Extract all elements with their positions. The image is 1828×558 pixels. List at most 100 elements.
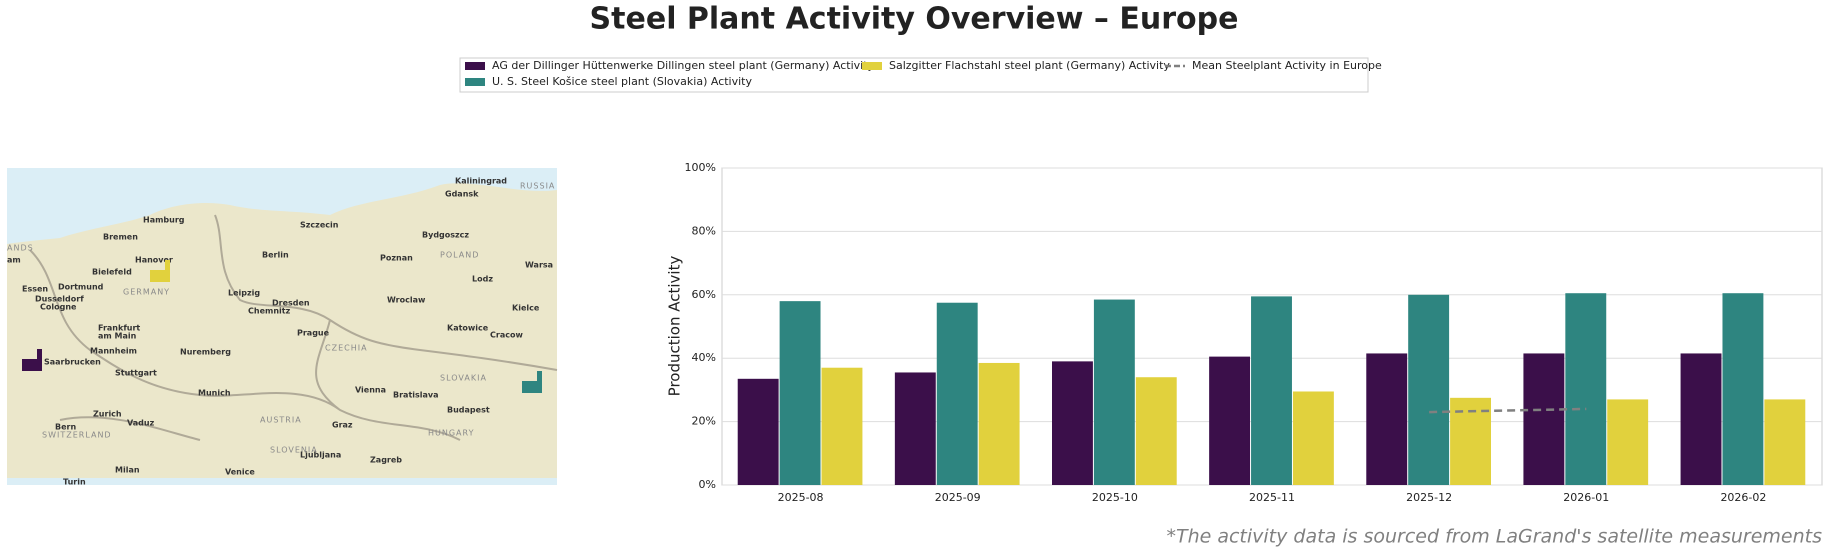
map-label: Stuttgart: [115, 369, 157, 378]
map-label: RUSSIA: [520, 182, 555, 191]
map-label: Kielce: [512, 304, 540, 313]
map-label: Cologne: [40, 303, 77, 312]
legend-box: [459, 57, 1369, 93]
map-label: Hanover: [135, 256, 173, 265]
bar: [1764, 399, 1806, 485]
legend-swatch: [465, 62, 485, 70]
y-tick-label: 100%: [685, 161, 716, 174]
map-sea: [7, 478, 557, 485]
map-label: Mannheim: [90, 347, 137, 356]
bar: [1722, 293, 1764, 485]
map-label: Berlin: [262, 251, 289, 260]
map-label: Munich: [198, 389, 231, 398]
bar: [1209, 356, 1251, 485]
bar: [737, 378, 779, 485]
map-label: Dortmund: [58, 283, 104, 292]
map-label: Lodz: [472, 275, 493, 284]
map-label: Essen: [22, 285, 48, 294]
legend-label: Mean Steelplant Activity in Europe: [1192, 59, 1382, 72]
x-tick-label: 2025-11: [1249, 491, 1295, 504]
map-label: Vaduz: [127, 419, 155, 428]
x-tick-label: 2025-08: [778, 491, 824, 504]
bar: [894, 372, 936, 485]
map-label: Prague: [297, 329, 330, 338]
legend-label: Salzgitter Flachstahl steel plant (Germa…: [889, 59, 1170, 72]
map-label: SLOVAKIA: [440, 374, 487, 383]
map-label: CZECHIA: [325, 344, 368, 353]
x-tick-label: 2026-02: [1720, 491, 1766, 504]
map-label: Turin: [63, 478, 86, 487]
x-tick-label: 2025-12: [1406, 491, 1452, 504]
map-label: Budapest: [447, 406, 490, 415]
bar: [1408, 294, 1450, 485]
map-label: Bielefeld: [92, 268, 132, 277]
map-label: POLAND: [440, 251, 479, 260]
legend-swatch: [465, 78, 485, 86]
bar: [1135, 377, 1177, 485]
map-label: Cracow: [490, 331, 523, 340]
bar: [1052, 361, 1093, 485]
plant-icon: [22, 359, 42, 371]
legend-swatch: [862, 62, 882, 70]
plant-icon: [522, 381, 542, 393]
map-label: Szczecin: [300, 221, 339, 230]
plant-icon: [37, 349, 42, 359]
map-label: Hamburg: [143, 216, 185, 225]
plant-icon: [150, 270, 170, 282]
x-tick-label: 2026-01: [1563, 491, 1609, 504]
legend-label: AG der Dillinger Hüttenwerke Dillingen s…: [492, 59, 875, 72]
plant-icon: [537, 371, 542, 381]
map-label: Wroclaw: [387, 296, 426, 305]
legend-label: U. S. Steel Košice steel plant (Slovakia…: [492, 75, 752, 88]
map-label: Saarbrucken: [44, 358, 101, 367]
chart-title: Steel Plant Activity Overview – Europe: [590, 2, 1239, 37]
map-label: Leipzig: [228, 289, 260, 298]
y-tick-label: 80%: [692, 224, 716, 237]
bar: [779, 301, 821, 485]
map-label: SLOVENIA: [270, 446, 318, 455]
y-tick-label: 40%: [692, 351, 716, 364]
x-tick-label: 2025-09: [935, 491, 981, 504]
bar: [1607, 399, 1649, 485]
map-border: [29, 214, 558, 441]
y-tick-label: 0%: [699, 478, 716, 491]
map-label: Chemnitz: [248, 307, 291, 316]
map-label: Ljubljana: [300, 451, 341, 460]
map-label: Milan: [115, 466, 140, 475]
bar: [1565, 293, 1607, 485]
bar: [1680, 353, 1722, 485]
map-label: Kaliningrad: [455, 177, 507, 186]
y-tick-label: 20%: [692, 415, 716, 428]
map-label: GERMANY: [123, 288, 170, 297]
mean-line: [1429, 407, 1587, 414]
map: Kaliningrad Gdansk RUSSIA Hamburg Bremen Szcz…: [7, 168, 558, 487]
map-label: Dusseldorf: [35, 295, 84, 304]
map-label: Zurich: [93, 410, 122, 419]
map-label: Nuremberg: [180, 348, 231, 357]
map-label: Vienna: [355, 386, 386, 395]
bar: [1366, 353, 1408, 485]
map-label: HUNGARY: [428, 429, 474, 438]
footnote: *The activity data is sourced from LaGra…: [1166, 526, 1822, 548]
bar: [1523, 353, 1565, 485]
y-axis-label: Production Activity: [666, 256, 684, 397]
map-label: Bratislava: [393, 391, 439, 400]
map-label: Katowice: [447, 324, 489, 333]
map-sea: [7, 168, 557, 244]
bar: [821, 367, 863, 485]
bar: [936, 302, 978, 485]
map-label: Bydgoszcz: [422, 231, 469, 240]
bar: [1292, 391, 1334, 485]
plant-icon: [165, 260, 170, 270]
map-label: Bern: [55, 423, 76, 432]
map-label: Poznan: [380, 254, 413, 263]
map-label: Warsa: [525, 261, 553, 270]
map-label: Venice: [225, 468, 255, 477]
map-label: am Main: [98, 332, 137, 341]
bar: [1093, 299, 1135, 485]
map-label: ANDS: [7, 244, 34, 253]
map-label: Bremen: [103, 233, 138, 242]
map-label: SWITZERLAND: [42, 431, 112, 440]
map-label: Graz: [332, 421, 353, 430]
